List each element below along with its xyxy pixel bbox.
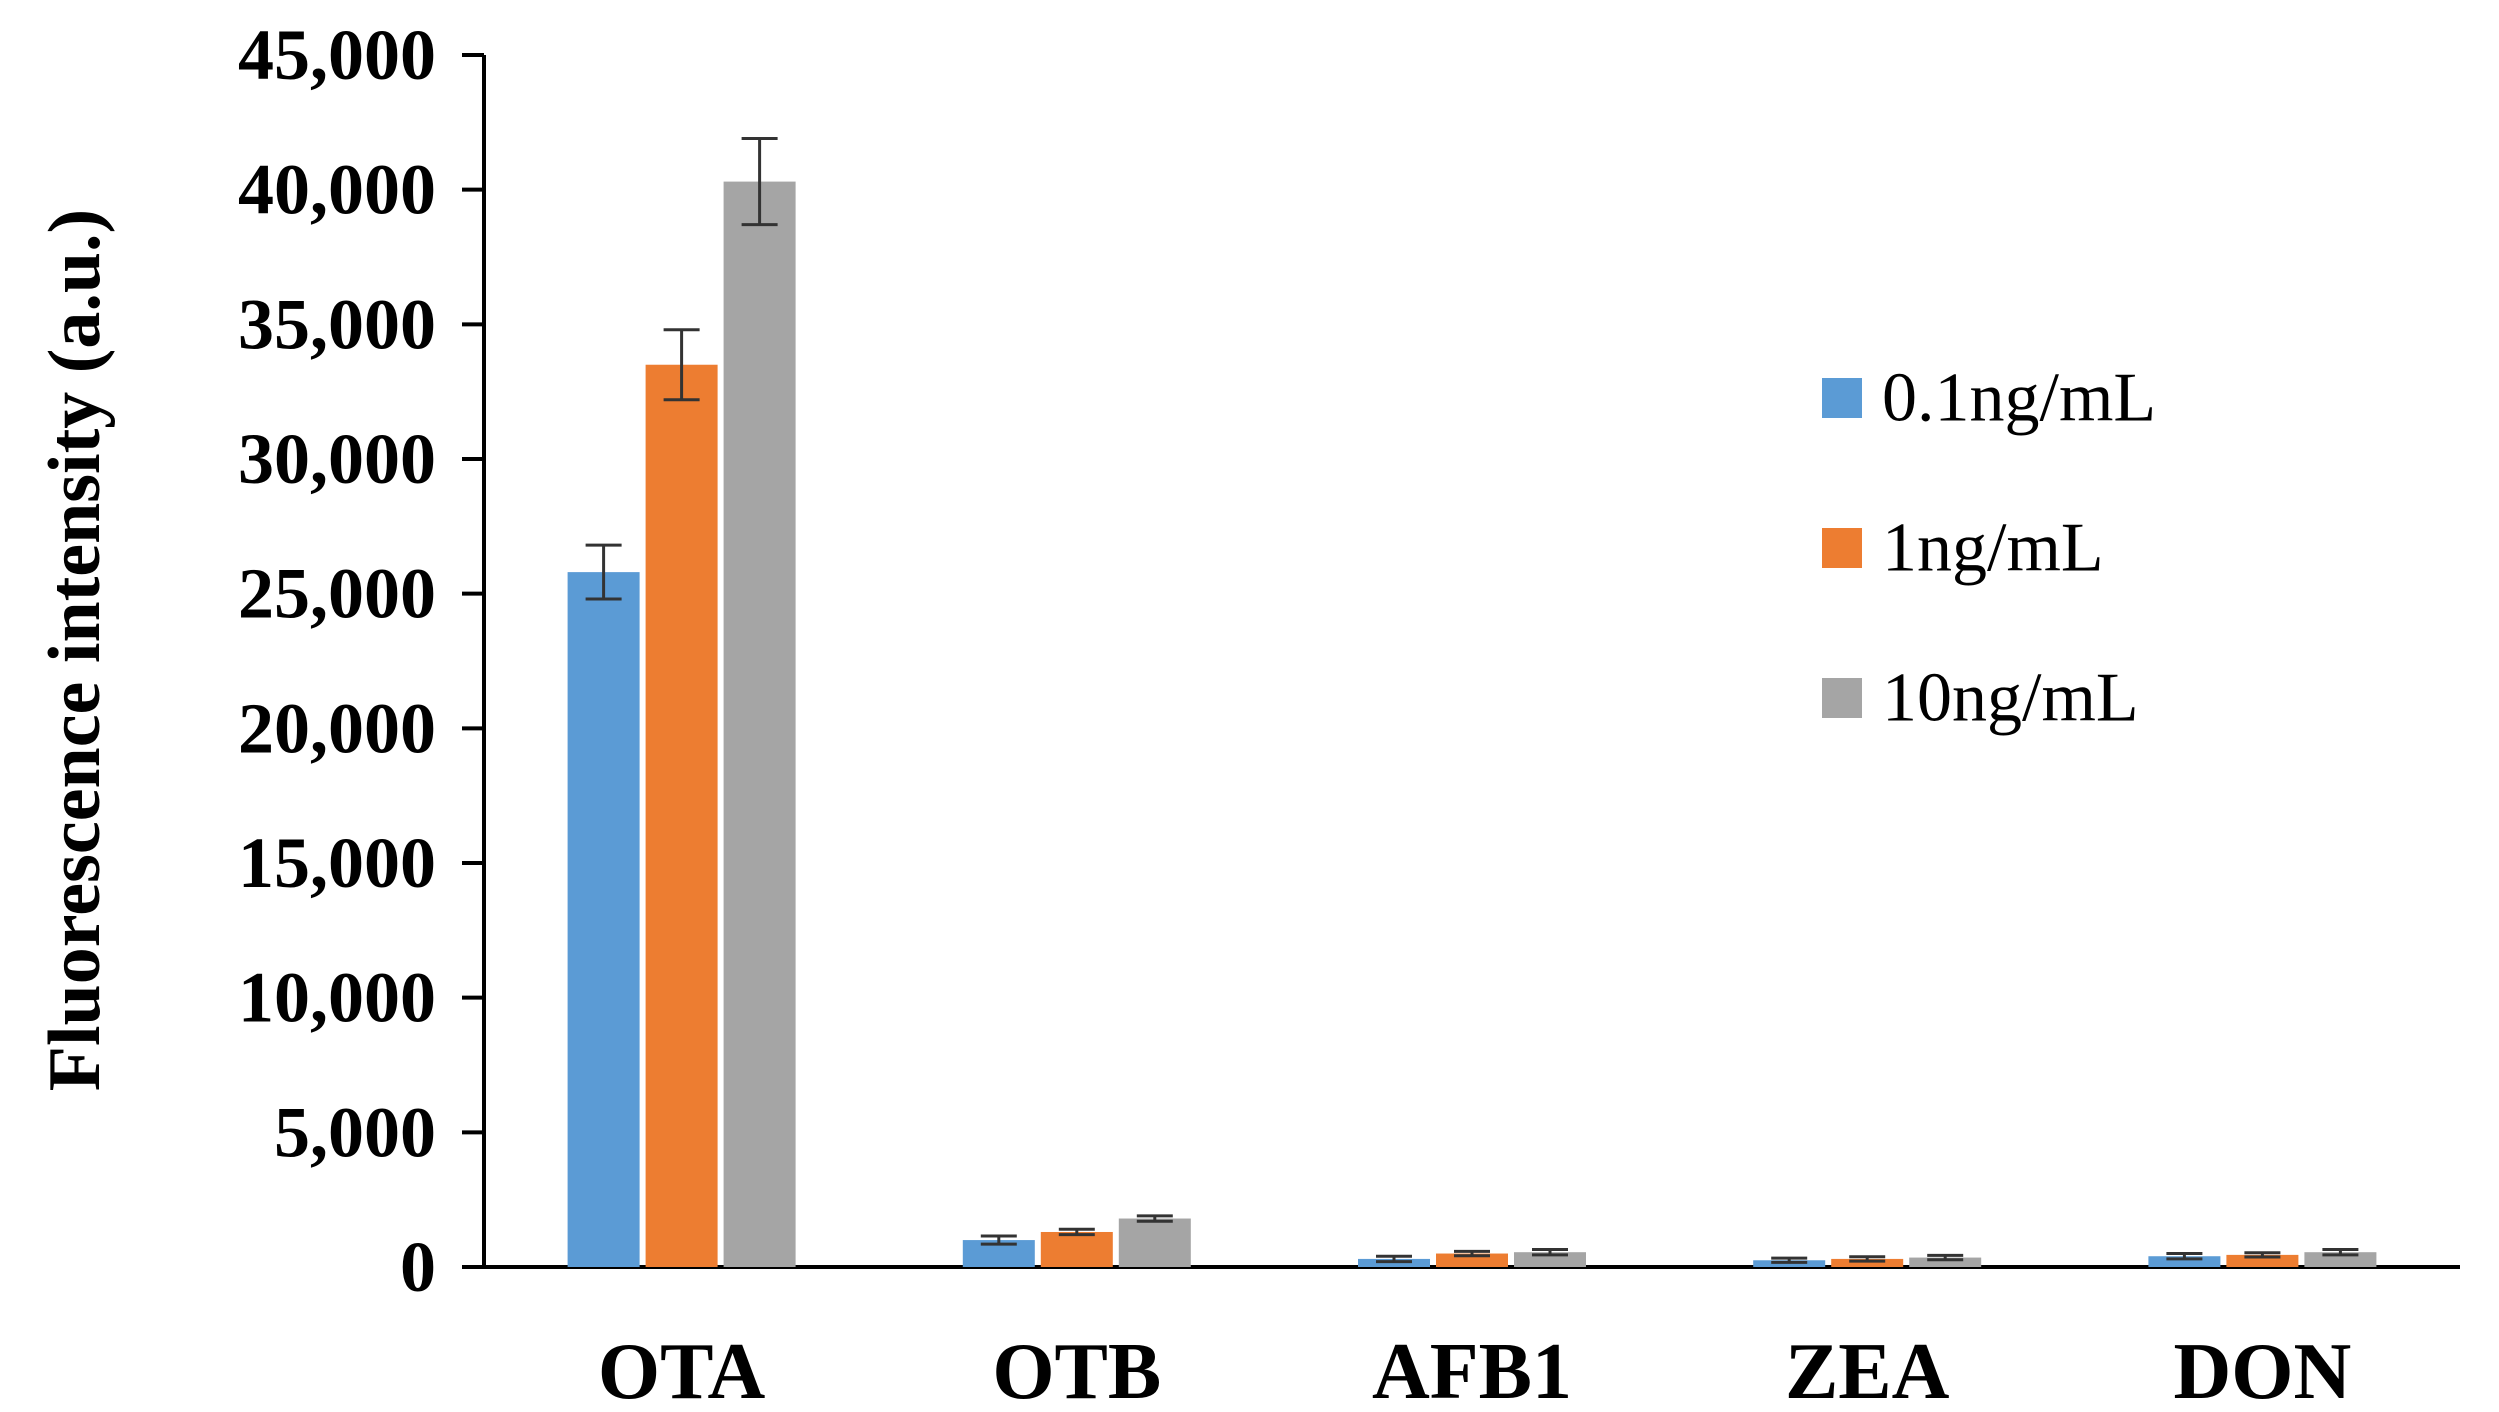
legend-label: 1ng/mL [1882,510,2104,587]
bar [723,181,796,1267]
bar [1118,1218,1191,1267]
error-bar [1058,1227,1095,1237]
x-tick-label: DON [2174,1328,2352,1412]
legend-label: 10ng/mL [1882,660,2139,737]
error-bar [663,328,700,402]
error-bar [980,1234,1017,1246]
x-tick-label: OTA [598,1328,766,1412]
y-tick-label: 15,000 [238,823,436,903]
bar [1831,1258,1904,1267]
error-bar [2166,1252,2203,1261]
y-tick-label: 0 [400,1227,436,1307]
y-tick-label: 25,000 [238,554,436,634]
y-tick-label: 35,000 [238,284,436,364]
error-bar [1771,1256,1808,1264]
legend-label: 0.1ng/mL [1882,360,2156,437]
bar [1909,1257,1982,1267]
error-bar [585,543,622,601]
bar [645,364,718,1267]
error-bar [2322,1247,2359,1257]
legend-swatch [1822,678,1862,718]
legend-swatch [1822,528,1862,568]
x-tick-label: OTB [992,1328,1161,1412]
legend-swatch [1822,378,1862,418]
legend: 0.1ng/mL 1ng/mL 10ng/mL [1822,360,2156,737]
y-tick-label: 10,000 [238,958,436,1038]
error-bar [1136,1214,1173,1223]
bar [2148,1256,2221,1267]
y-tick-label: 30,000 [238,419,436,499]
x-tick-label: ZEA [1785,1328,1950,1412]
y-tick-label: 20,000 [238,688,436,768]
error-bar [2244,1251,2281,1259]
y-tick-label: 45,000 [238,15,436,95]
y-tick-label: 40,000 [238,150,436,230]
error-bar [1454,1249,1490,1258]
error-bar [1927,1253,1964,1262]
y-axis-title: Fluorescence intensity (a.u.) [34,209,116,1091]
error-bar [1532,1247,1568,1257]
bar [567,572,640,1267]
x-tick-label: AFB1 [1372,1328,1572,1412]
error-bar [1376,1254,1412,1264]
error-bar [741,136,778,227]
bar [1040,1231,1113,1267]
y-tick-label: 5,000 [274,1092,436,1172]
error-bar [1849,1255,1886,1263]
